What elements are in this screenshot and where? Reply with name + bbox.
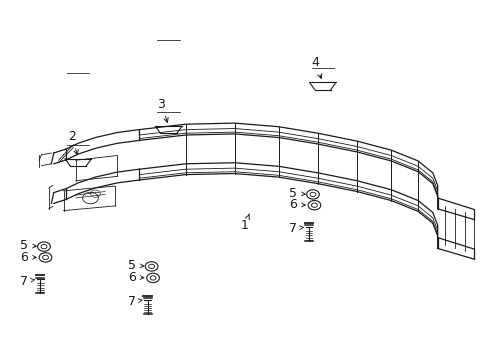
Text: 6: 6: [128, 271, 143, 284]
Text: 7: 7: [128, 295, 142, 308]
Text: 5: 5: [289, 187, 305, 200]
Text: 7: 7: [289, 222, 303, 235]
Text: 7: 7: [20, 275, 35, 288]
Text: 6: 6: [289, 198, 305, 211]
Text: 4: 4: [311, 57, 321, 78]
Text: 6: 6: [20, 251, 36, 264]
Text: 2: 2: [68, 130, 78, 155]
Text: 3: 3: [157, 98, 168, 122]
Text: 5: 5: [20, 239, 36, 252]
Text: 5: 5: [128, 259, 143, 272]
Text: 1: 1: [240, 214, 249, 232]
